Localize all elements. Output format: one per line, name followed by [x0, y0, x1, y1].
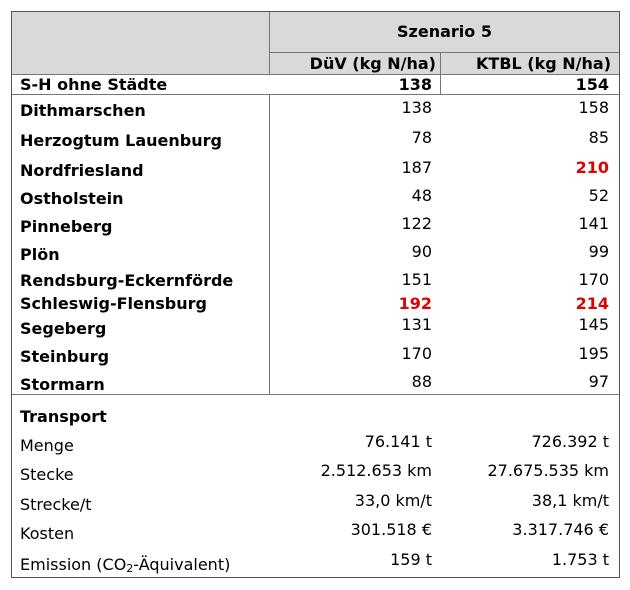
column-header-duev: DüV (kg N/ha)	[309, 54, 436, 73]
total-row-duev: 138	[398, 75, 432, 94]
district-duev-highlighted: 192	[398, 294, 432, 313]
header-bottom-line	[12, 74, 619, 75]
emission-label-suffix: -Äquivalent)	[133, 555, 231, 574]
district-label: Herzogtum Lauenburg	[20, 131, 222, 150]
total-row-ktbl: 154	[575, 75, 609, 94]
district-label: Ostholstein	[20, 189, 124, 208]
header-divider-left	[269, 12, 270, 74]
district-ktbl: 158	[578, 98, 609, 117]
district-ktbl: 170	[578, 270, 609, 289]
district-duev: 90	[411, 242, 432, 261]
district-duev: 48	[411, 186, 432, 205]
transport-row-duev: 301.518 €	[350, 520, 432, 539]
district-label: Dithmarschen	[20, 101, 146, 120]
data-table: Szenario 5 DüV (kg N/ha) KTBL (kg N/ha) …	[11, 11, 620, 578]
district-label: Segeberg	[20, 319, 107, 338]
transport-top-line	[12, 394, 619, 395]
district-label: Nordfriesland	[20, 161, 144, 180]
district-duev: 151	[401, 270, 432, 289]
district-duev: 78	[411, 128, 432, 147]
transport-row-duev: 2.512.653 km	[320, 461, 432, 480]
transport-row-ktbl: 726.392 t	[531, 432, 609, 451]
column-divider-left	[269, 94, 270, 395]
transport-row-label: Stecke	[20, 465, 74, 484]
district-ktbl: 97	[588, 372, 609, 391]
total-row-label: S-H ohne Städte	[20, 75, 168, 94]
transport-title: Transport	[20, 407, 107, 426]
district-ktbl: 195	[578, 344, 609, 363]
transport-row-label: Strecke/t	[20, 495, 92, 514]
transport-row-ktbl: 3.317.746 €	[512, 520, 609, 539]
emission-label-subscript: 2	[126, 562, 134, 575]
total-bottom-line	[12, 94, 619, 95]
emission-label-prefix: Emission (CO	[20, 555, 127, 574]
column-header-ktbl: KTBL (kg N/ha)	[476, 54, 611, 73]
district-label: Schleswig-Flensburg	[20, 294, 207, 313]
transport-row-ktbl: 27.675.535 km	[487, 461, 609, 480]
emission-ktbl: 1.753 t	[551, 550, 609, 569]
district-label: Steinburg	[20, 347, 110, 366]
district-label: Plön	[20, 245, 60, 264]
district-duev: 170	[401, 344, 432, 363]
transport-row-label: Kosten	[20, 524, 75, 543]
district-ktbl: 145	[578, 315, 609, 334]
transport-row-ktbl: 38,1 km/t	[531, 491, 609, 510]
district-label: Stormarn	[20, 375, 105, 394]
header-subdivider	[269, 52, 619, 53]
district-duev: 187	[401, 158, 432, 177]
district-duev: 88	[411, 372, 432, 391]
district-duev: 122	[401, 214, 432, 233]
district-label: Pinneberg	[20, 217, 113, 236]
district-ktbl-highlighted: 210	[575, 158, 609, 177]
scenario-title: Szenario 5	[397, 22, 492, 41]
transport-row-duev: 33,0 km/t	[354, 491, 432, 510]
district-duev: 138	[401, 98, 432, 117]
emission-duev: 159 t	[390, 550, 432, 569]
district-ktbl-highlighted: 214	[575, 294, 609, 313]
column-divider-mid	[440, 52, 441, 94]
transport-row-duev: 76.141 t	[364, 432, 432, 451]
district-ktbl: 85	[588, 128, 609, 147]
district-ktbl: 52	[588, 186, 609, 205]
district-label: Rendsburg-Eckernförde	[20, 271, 234, 290]
district-duev: 131	[401, 315, 432, 334]
table-header-background	[12, 12, 619, 74]
transport-row-label: Menge	[20, 436, 74, 455]
emission-label: Emission (CO2-Äquivalent)	[20, 555, 230, 579]
district-ktbl: 141	[578, 214, 609, 233]
district-ktbl: 99	[588, 242, 609, 261]
